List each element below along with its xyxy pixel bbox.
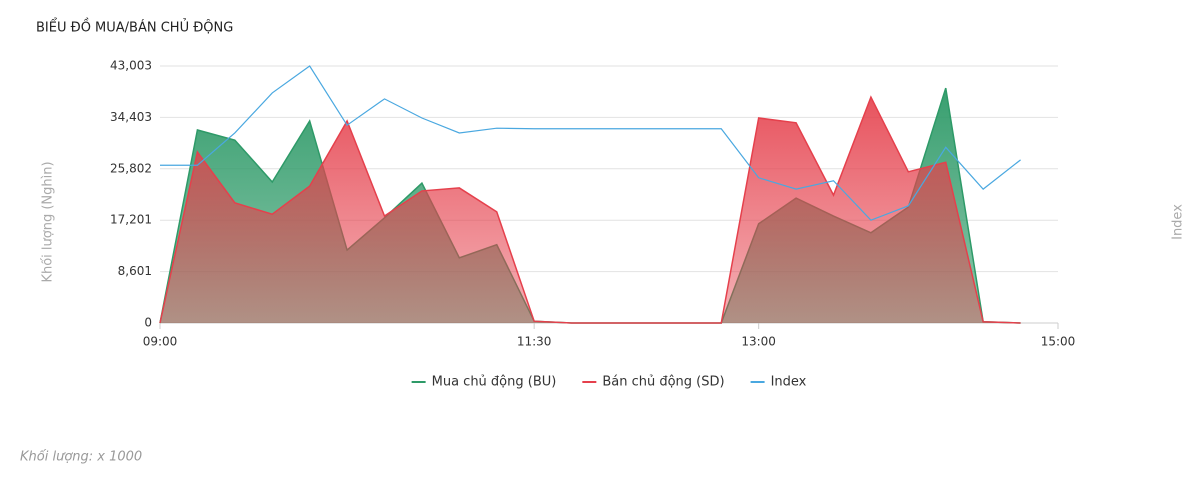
x-tick-label: 11:30 [517, 335, 552, 349]
y-tick-label: 25,802 [110, 161, 152, 175]
legend-item: Mua chủ động (BU) [411, 375, 557, 390]
area-fill [160, 97, 1021, 323]
legend-label: Bán chủ động (SD) [602, 375, 724, 390]
legend-label: Index [771, 375, 807, 390]
y-tick-label: 34,403 [110, 110, 152, 124]
footnote: Khối lượng: x 1000 [20, 450, 142, 465]
y2-axis-title: Index [1171, 204, 1186, 240]
y-tick-label: 0 [144, 316, 152, 330]
x-tick-label: 15:00 [1041, 335, 1076, 349]
x-tick-label: 09:00 [143, 335, 178, 349]
legend: Mua chủ động (BU) Bán chủ động (SD) Index [411, 375, 807, 390]
chart-title: BIỂU ĐỒ MUA/BÁN CHỦ ĐỘNG [36, 19, 233, 36]
area-line [159, 95, 1021, 324]
index-line [160, 65, 1021, 221]
y-tick-label: 17,201 [110, 213, 152, 227]
legend-item: Index [750, 375, 807, 390]
y-tick-label: 8,601 [118, 264, 152, 278]
y-axis-title: Khối lượng (Nghìn) [41, 161, 56, 282]
x-tick-label: 13:00 [741, 335, 776, 349]
legend-label: Mua chủ động (BU) [432, 375, 557, 390]
legend-item: Bán chủ động (SD) [582, 375, 725, 390]
y-tick-label: 43,003 [110, 59, 152, 73]
plot: 0 8,601 17,201 25,802 34,403 43,003 09:00 11:30… [110, 59, 1075, 349]
